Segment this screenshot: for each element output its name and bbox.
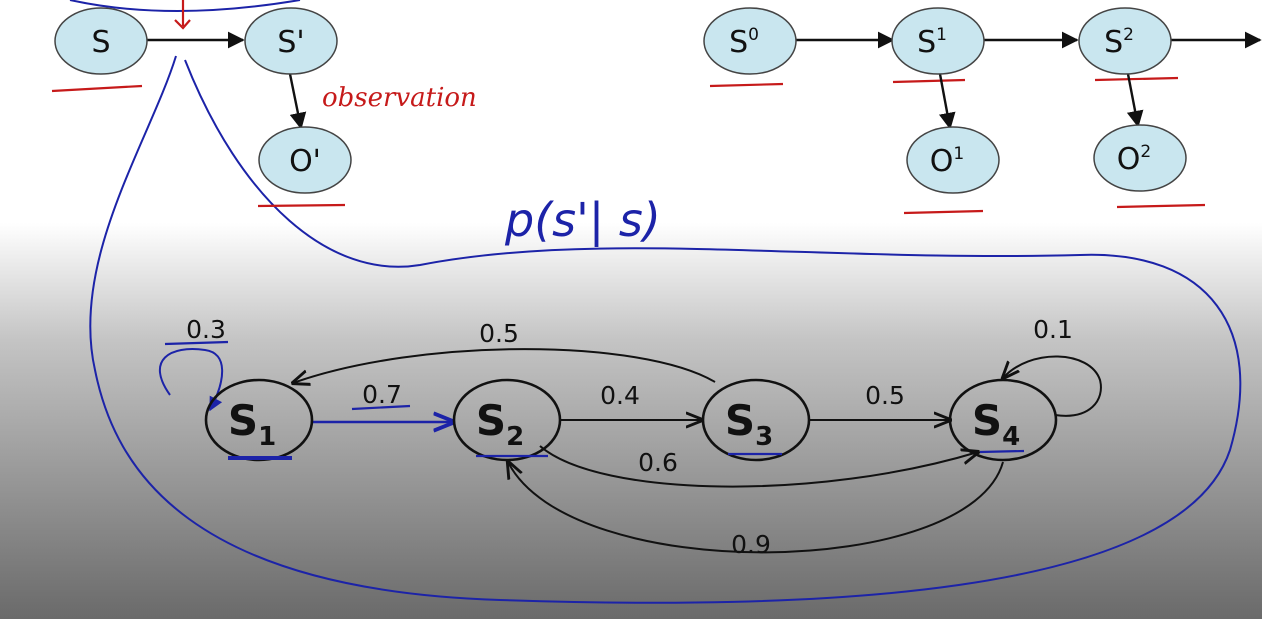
node-o1 bbox=[906, 126, 1000, 194]
transition-formula: p(s'| s) bbox=[504, 193, 661, 248]
node-s1 bbox=[891, 7, 985, 75]
state-s3 bbox=[701, 378, 811, 462]
red-underline-s0 bbox=[709, 82, 784, 88]
red-underline-o1 bbox=[903, 209, 984, 215]
red-underline-s bbox=[51, 84, 143, 93]
red-underline-o2 bbox=[1116, 203, 1206, 209]
node-o-prime bbox=[258, 126, 352, 194]
node-o2 bbox=[1093, 124, 1187, 192]
edge-s2-to-s4 bbox=[539, 445, 978, 488]
edge-s2-to-o2 bbox=[1126, 73, 1144, 128]
blue-annotations bbox=[69, 0, 1242, 604]
edge-label-s3-s4: 0.5 bbox=[865, 381, 905, 410]
edge-s1-to-o1 bbox=[938, 73, 956, 130]
blue-chain-underlines bbox=[164, 340, 1025, 460]
red-underline-s1 bbox=[892, 78, 966, 84]
node-s2 bbox=[1078, 7, 1172, 75]
edge-s4-to-s2 bbox=[508, 462, 1004, 554]
node-s-prime bbox=[244, 7, 338, 75]
observation-annotation: observation bbox=[322, 83, 477, 113]
edge-label-s2-s4: 0.6 bbox=[638, 448, 678, 477]
state-s2-label: S2 bbox=[476, 396, 524, 452]
edge-sprime-to-oprime bbox=[288, 73, 307, 130]
edge-label-s3-s1: 0.5 bbox=[479, 319, 519, 348]
underline-s4 bbox=[979, 449, 1025, 454]
left-model: S S' O' bbox=[54, 7, 352, 194]
edge-label-s4-self: 0.1 bbox=[1033, 315, 1073, 344]
label-o1: O1 bbox=[930, 144, 964, 179]
red-underline-s2 bbox=[1094, 76, 1179, 82]
edge-s3-to-s1 bbox=[293, 348, 716, 383]
markov-chain: S1 S2 S3 S4 0.3 0.7 0.5 0.4 0.5 0.6 0.9 … bbox=[158, 315, 1102, 559]
red-underline-o-prime bbox=[257, 203, 346, 208]
edge-label-s2-s3: 0.4 bbox=[600, 381, 640, 410]
label-s2: S2 bbox=[1104, 25, 1134, 60]
underline-0-7 bbox=[351, 404, 411, 411]
edge-label-s1-self: 0.3 bbox=[186, 315, 226, 344]
edge-s1-self bbox=[158, 348, 224, 412]
edge-label-s4-s2: 0.9 bbox=[731, 530, 771, 559]
state-s2 bbox=[452, 378, 562, 462]
label-o2: O2 bbox=[1117, 142, 1151, 177]
red-tick-mark bbox=[174, 0, 191, 30]
red-annotations bbox=[51, 0, 1206, 215]
right-model: S0 S1 S2 O1 O2 bbox=[703, 7, 1262, 194]
label-s-prime: S' bbox=[277, 25, 304, 60]
state-s4 bbox=[948, 378, 1058, 462]
node-s bbox=[54, 7, 148, 75]
state-s1-label: S1 bbox=[228, 396, 276, 452]
label-s1: S1 bbox=[917, 25, 947, 60]
label-s: S bbox=[91, 25, 110, 60]
underline-0-3 bbox=[164, 340, 229, 346]
edge-label-s1-s2: 0.7 bbox=[362, 380, 402, 409]
blue-arc-top bbox=[69, 0, 301, 12]
label-o-prime: O' bbox=[289, 144, 321, 179]
state-s4-label: S4 bbox=[972, 396, 1020, 452]
edge-s4-self bbox=[1003, 355, 1102, 417]
node-s0 bbox=[703, 7, 797, 75]
label-s0: S0 bbox=[729, 25, 759, 60]
state-s3-label: S3 bbox=[725, 396, 773, 452]
blue-loop-curve bbox=[89, 55, 1242, 604]
